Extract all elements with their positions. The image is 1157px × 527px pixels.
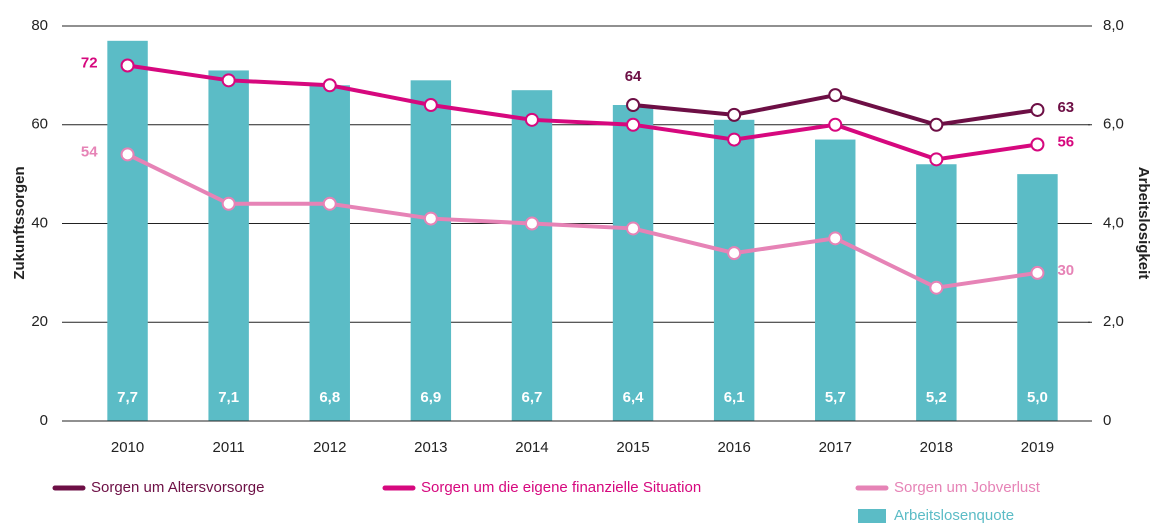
- legend-label: Sorgen um Jobverlust: [894, 479, 1041, 496]
- bar: [309, 85, 350, 421]
- bar: [107, 40, 148, 421]
- bar-value-label: 7,7: [117, 389, 138, 406]
- point: [727, 132, 742, 147]
- y2-axis-label: Arbeitslosigkeit: [1135, 167, 1152, 280]
- point: [524, 216, 539, 231]
- bar-value-label: 7,1: [218, 389, 239, 406]
- point: [626, 221, 641, 236]
- point: [626, 98, 641, 112]
- y-tick-label: 20: [31, 313, 48, 330]
- x-tick-label: 2015: [616, 439, 649, 456]
- data-label: 72: [81, 54, 98, 71]
- point: [524, 112, 539, 127]
- point: [1030, 137, 1045, 152]
- y-tick-label: 80: [31, 17, 48, 34]
- bar-value-label: 6,4: [623, 389, 645, 406]
- x-tick-label: 2012: [313, 439, 346, 456]
- point: [828, 117, 843, 132]
- bar: [410, 80, 452, 421]
- point: [1030, 102, 1045, 117]
- data-label: 63: [1057, 99, 1074, 116]
- bar-value-label: 6,1: [724, 389, 745, 406]
- bar-value-label: 6,8: [319, 389, 340, 406]
- point: [221, 73, 236, 88]
- y2-tick-label: 0: [1103, 412, 1111, 429]
- bar: [612, 105, 654, 421]
- x-tick-label: 2014: [515, 439, 548, 456]
- point: [322, 78, 337, 93]
- bar: [713, 119, 755, 421]
- x-tick-label: 2018: [920, 439, 953, 456]
- y-axis-label: Zukunftssorgen: [11, 166, 28, 279]
- bar: [815, 139, 856, 421]
- x-tick-label: 2010: [111, 439, 144, 456]
- legend-label: Sorgen um Altersvorsorge: [91, 479, 264, 496]
- x-tick-label: 2011: [213, 439, 245, 456]
- point: [120, 147, 135, 162]
- data-label: 54: [81, 143, 98, 160]
- x-tick-label: 2019: [1021, 439, 1054, 456]
- data-label: 56: [1057, 133, 1074, 150]
- line: [127, 63, 1038, 162]
- point: [1030, 265, 1045, 280]
- point: [626, 117, 641, 132]
- bar-value-label: 5,7: [825, 389, 846, 406]
- y2-tick-label: 8,0: [1103, 17, 1124, 34]
- point: [828, 88, 843, 103]
- bar-value-label: 6,9: [420, 389, 441, 406]
- bar-value-label: 6,7: [522, 389, 543, 406]
- point: [828, 231, 843, 246]
- data-label: 64: [625, 68, 642, 85]
- y2-tick-label: 2,0: [1103, 313, 1124, 330]
- data-label: 30: [1057, 262, 1074, 279]
- bar: [1017, 174, 1058, 421]
- point: [727, 246, 742, 261]
- x-tick-label: 2016: [717, 439, 750, 456]
- point: [929, 117, 944, 132]
- legend-label: Sorgen um die eigene finanzielle Situati…: [421, 479, 701, 496]
- bar: [511, 90, 553, 421]
- point: [423, 211, 438, 226]
- x-tick-label: 2017: [819, 439, 852, 456]
- point: [929, 152, 944, 167]
- point: [929, 280, 944, 295]
- bar-value-label: 5,2: [926, 389, 947, 406]
- y2-tick-label: 6,0: [1103, 116, 1124, 133]
- legend-label: Arbeitslosenquote: [894, 507, 1014, 524]
- line: [126, 152, 1038, 290]
- legend-swatch: [858, 509, 886, 523]
- x-tick-label: 2013: [414, 439, 447, 456]
- y-tick-label: 40: [31, 214, 48, 231]
- point: [120, 58, 135, 73]
- point: [423, 98, 438, 112]
- y2-tick-label: 4,0: [1103, 214, 1124, 231]
- y-tick-label: 60: [31, 116, 48, 133]
- point: [727, 107, 742, 122]
- y-tick-label: 0: [40, 412, 48, 429]
- bar-value-label: 5,0: [1027, 389, 1048, 406]
- point: [322, 196, 337, 211]
- bar: [208, 70, 249, 421]
- point: [221, 196, 236, 211]
